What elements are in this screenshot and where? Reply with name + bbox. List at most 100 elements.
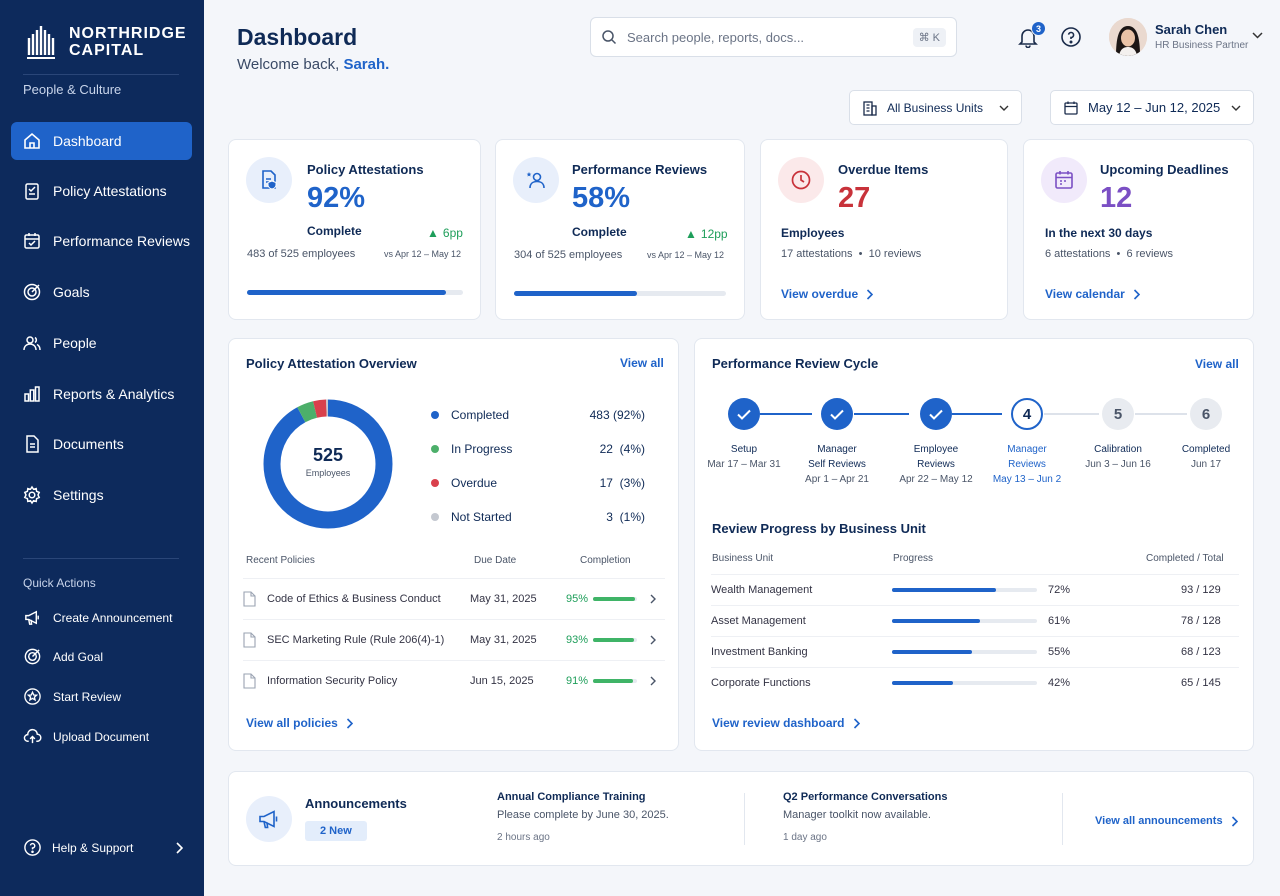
user-photo-icon [1109,18,1147,56]
column-header-policy: Recent Policies [246,555,315,566]
user-menu-chevron-icon[interactable] [1252,32,1263,39]
step-connector [952,413,1002,415]
kpi-value: 58% [572,182,631,214]
notifications-button[interactable] [1017,26,1039,48]
columns-logo-icon [27,26,55,59]
bell-icon [1018,29,1038,48]
kpi-subtext: 304 of 525 employees [514,249,623,261]
legend-item-in-progress: In Progress 22 (4%) [431,442,645,456]
nav-item-performance-reviews[interactable]: Performance Reviews [11,222,192,260]
chevron-right-icon [175,841,183,854]
business-unit-ratio: 78 / 128 [1181,615,1221,627]
donut-center: 525 Employees [262,445,394,478]
kpi-delta-value: 6pp [442,226,463,240]
quick-action-create-announcement[interactable]: Create Announcement [23,608,172,627]
step-manager-reviews[interactable]: 4 Manager Reviews May 13 – Jun 2 [977,398,1077,487]
up-arrow-icon: ▲ [685,227,697,241]
legend-percent: (92%) [612,408,645,422]
nav-item-policy-attestations[interactable]: Policy Attestations [11,172,192,210]
kpi-subtext-a: 6 attestations [1045,248,1111,260]
business-unit-row[interactable]: Wealth Management 72% 93 / 129 [711,574,1239,605]
step-date: Mar 17 – Mar 31 [707,459,781,470]
avatar[interactable] [1109,18,1147,56]
nav-item-settings[interactable]: Settings [11,476,192,514]
kpi-value: 12 [1100,182,1133,214]
business-unit-select[interactable]: All Business Units [849,90,1022,125]
step-completed[interactable]: 6 Completed Jun 17 [1156,398,1256,472]
quick-action-label: Create Announcement [53,610,173,625]
business-unit-row[interactable]: Investment Banking 55% 68 / 123 [711,636,1239,667]
calendar-icon [1041,157,1087,203]
view-review-dashboard-link[interactable]: View review dashboard [712,716,860,730]
nav-item-label: Reports & Analytics [53,386,175,402]
quick-action-start-review[interactable]: Start Review [23,687,121,706]
nav-item-reports-analytics[interactable]: Reports & Analytics [11,375,192,413]
business-unit-row[interactable]: Corporate Functions 42% 65 / 145 [711,667,1239,698]
announcement-title[interactable]: Annual Compliance Training [497,791,646,803]
brand-logo[interactable]: NORTHRIDGE CAPITAL [23,24,187,60]
step-number: 4 [1011,398,1043,430]
help-button[interactable] [1060,26,1082,48]
legend-count: 17 [599,476,613,490]
document-shield-icon [246,157,292,203]
announcement-description: Manager toolkit now available. [783,809,931,821]
step-connector [1044,413,1099,415]
help-icon [1061,27,1081,47]
view-all-link[interactable]: View all [620,356,664,370]
step-manager-self-reviews[interactable]: Manager Self Reviews Apr 1 – Apr 21 [787,398,887,487]
calendar-icon [1063,100,1079,116]
clipboard-check-icon [22,181,42,201]
kpi-card-policy-attestations[interactable]: Policy Attestations 92% Complete ▲ 6pp 48… [228,139,481,320]
keyboard-shortcut: ⌘ K [912,27,946,47]
date-range-picker[interactable]: May 12 – Jun 12, 2025 [1050,90,1254,125]
announcement-title[interactable]: Q2 Performance Conversations [783,791,948,803]
business-unit-progress-fill [892,619,981,623]
policy-due-date: May 31, 2025 [470,633,537,646]
step-employee-reviews[interactable]: Employee Reviews Apr 22 – May 12 [886,398,986,487]
view-all-policies-link[interactable]: View all policies [246,716,353,730]
sidebar: NORTHRIDGE CAPITAL People & Culture Dash… [0,0,204,896]
business-unit-ratio: 65 / 145 [1181,677,1221,689]
legend-percent: (4%) [619,442,645,456]
step-connector [854,413,909,415]
new-count-badge: 2 New [305,821,367,841]
view-overdue-link[interactable]: View overdue [781,287,874,301]
nav-item-documents[interactable]: Documents [11,425,192,463]
help-support-link[interactable]: Help & Support [23,838,183,857]
kpi-card-performance-reviews[interactable]: Performance Reviews 58% Complete ▲ 12pp 3… [495,139,745,320]
kpi-delta: ▲ 6pp [427,226,463,240]
kpi-card-overdue-items[interactable]: Overdue Items 27 Employees 17 attestatio… [760,139,1008,320]
quick-action-upload-document[interactable]: Upload Document [23,727,149,746]
step-setup[interactable]: Setup Mar 17 – Mar 31 [694,398,794,472]
policy-due-date: May 31, 2025 [470,592,537,605]
star-icon [23,687,42,706]
step-date: Apr 1 – Apr 21 [805,474,869,485]
business-unit-progress-bar [892,588,1037,592]
quick-action-label: Start Review [53,689,122,704]
view-calendar-link[interactable]: View calendar [1045,287,1140,301]
view-all-link[interactable]: View all [1195,357,1239,371]
quick-action-add-goal[interactable]: Add Goal [23,647,103,666]
legend-label: In Progress [451,442,513,456]
kpi-progress-bar [514,291,726,296]
kpi-progress-bar [247,290,463,295]
policy-row[interactable]: Information Security Policy Jun 15, 2025… [243,660,665,700]
search-box[interactable]: ⌘ K [590,17,957,57]
legend-dot [431,479,439,487]
kpi-subtext-b: 10 reviews [868,248,922,260]
step-name: Calibration [1094,444,1142,455]
policy-row[interactable]: SEC Marketing Rule (Rule 206(4)-1) May 3… [243,619,665,659]
view-all-announcements-link[interactable]: View all announcements [1095,815,1238,827]
nav-item-goals[interactable]: Goals [11,273,192,311]
nav-item-dashboard[interactable]: Dashboard [11,122,192,160]
up-arrow-icon: ▲ [427,226,439,240]
kpi-card-upcoming-deadlines[interactable]: Upcoming Deadlines 12 In the next 30 day… [1023,139,1254,320]
search-input[interactable] [627,29,903,45]
step-calibration[interactable]: 5 Calibration Jun 3 – Jun 16 [1068,398,1168,472]
nav-item-people[interactable]: People [11,324,192,362]
policy-completion-bar [593,637,637,642]
policy-row[interactable]: Code of Ethics & Business Conduct May 31… [243,578,665,618]
divider [744,793,745,845]
business-unit-row[interactable]: Asset Management 61% 78 / 128 [711,605,1239,636]
chevron-right-icon [650,594,656,604]
